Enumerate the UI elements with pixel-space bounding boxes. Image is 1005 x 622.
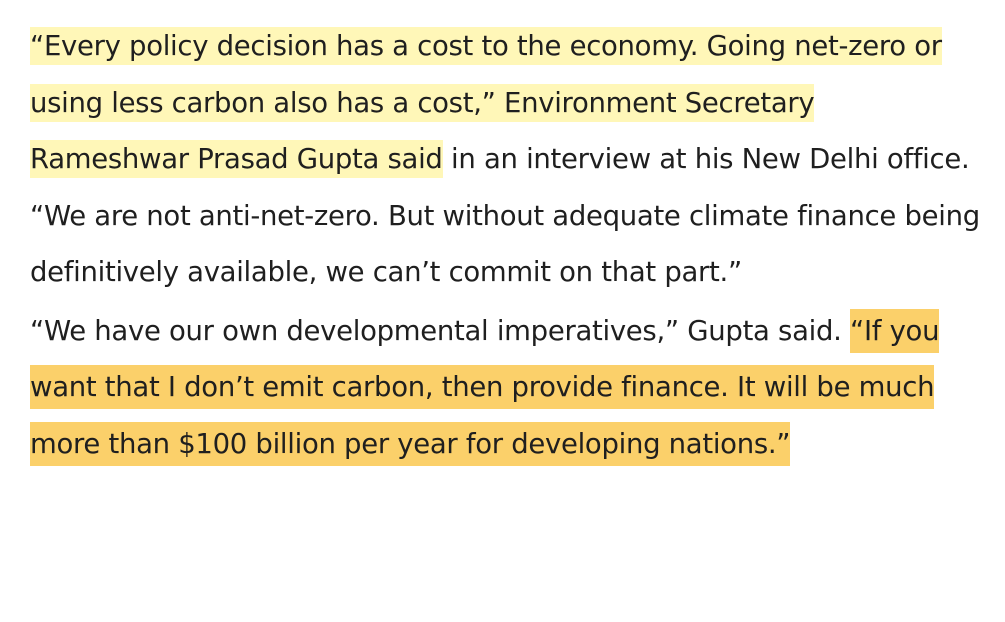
article-body: “Every policy decision has a cost to the…: [30, 18, 980, 472]
paragraph-2: “We have our own developmental imperativ…: [30, 303, 980, 473]
paragraph-1: “Every policy decision has a cost to the…: [30, 18, 980, 301]
paragraph-text: in an interview at his New Delhi office.…: [30, 143, 980, 288]
highlighted-quote-light[interactable]: “Every policy decision has a cost to the…: [30, 27, 942, 178]
paragraph-text: “We have our own developmental imperativ…: [30, 314, 850, 347]
